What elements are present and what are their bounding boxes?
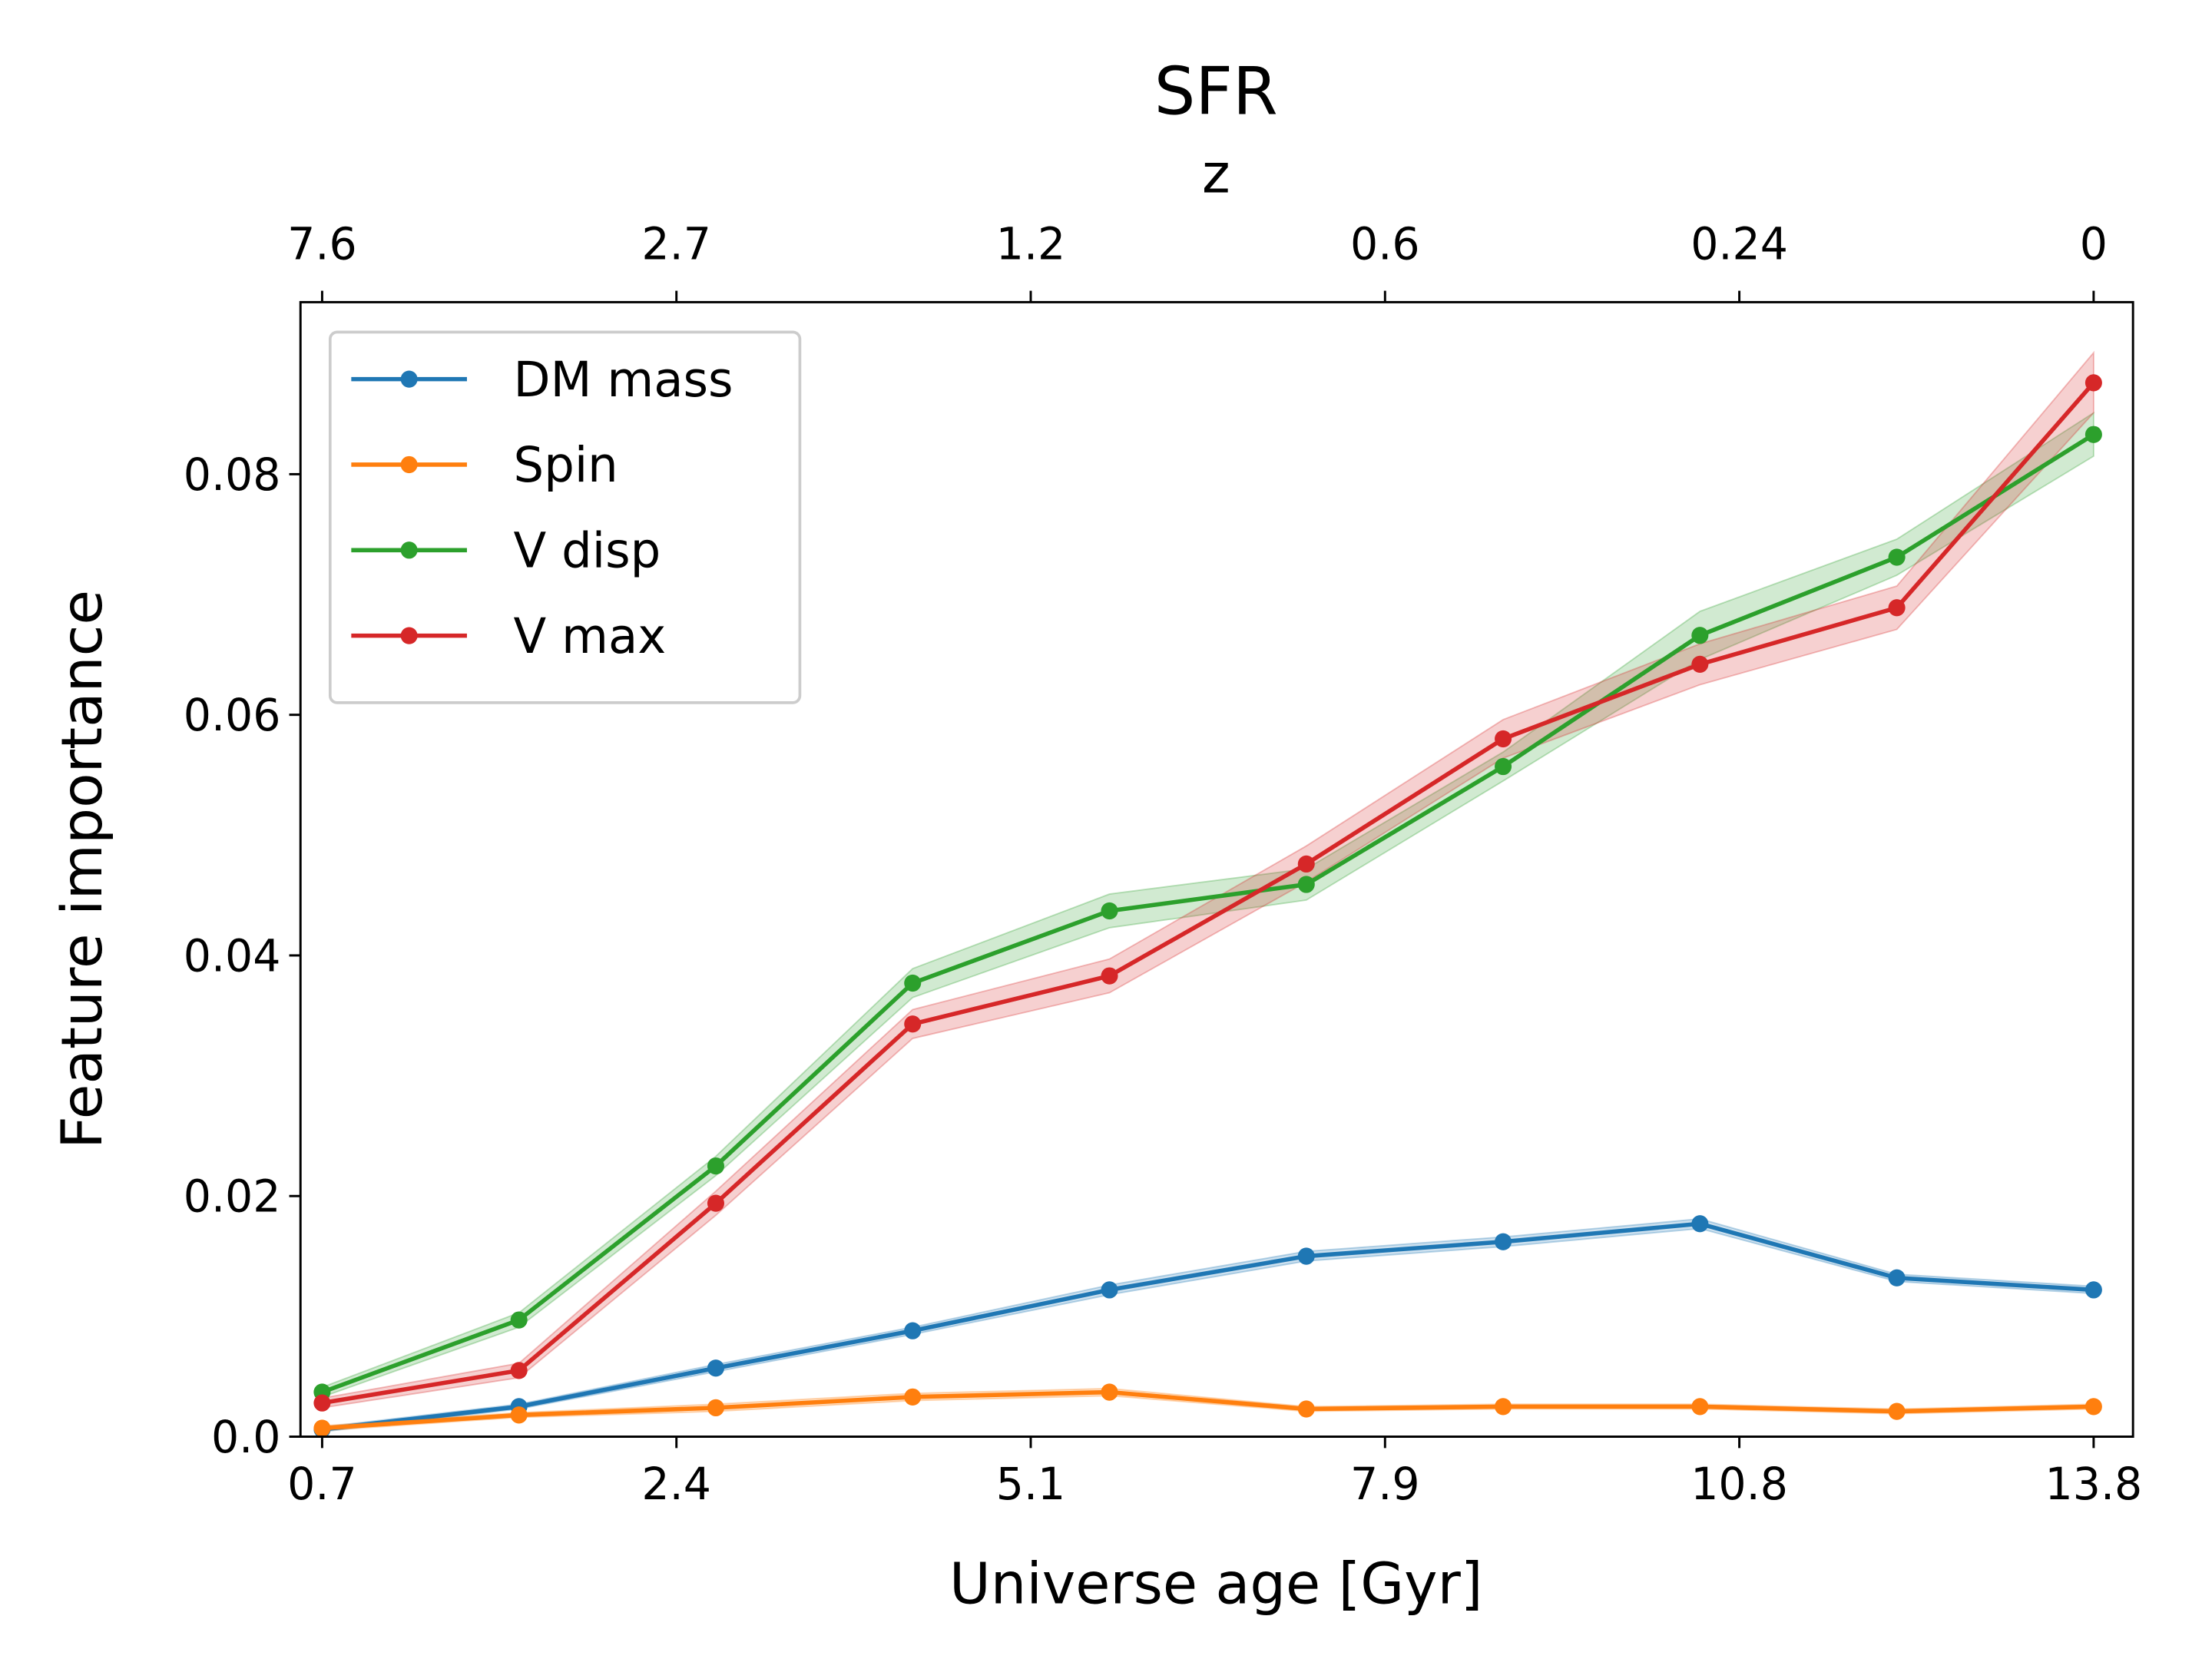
data-point [1495, 1233, 1512, 1250]
legend-marker [400, 541, 418, 559]
y-tick-label: 0.0 [211, 1412, 281, 1463]
y-tick-label: 0.08 [184, 450, 281, 501]
y-tick-label: 0.06 [184, 690, 281, 741]
x2-axis-label: z [1202, 142, 1230, 205]
y-tick-label: 0.04 [184, 931, 281, 982]
data-point [904, 1015, 922, 1033]
x-tick-label: 2.4 [641, 1459, 711, 1510]
legend-label: V disp [514, 522, 661, 578]
data-point [1888, 1269, 1906, 1286]
data-point [1101, 967, 1118, 985]
plot-frame [299, 300, 2134, 1438]
x-axis-label: Universe age [Gyr] [949, 1551, 1482, 1617]
x-tick-label: 13.8 [2045, 1459, 2143, 1510]
data-point [1297, 1247, 1315, 1265]
data-point [707, 1194, 724, 1212]
chart-title: SFR [1154, 54, 1278, 131]
data-point [1297, 876, 1315, 893]
data-point [1691, 1398, 1709, 1416]
data-point [510, 1362, 528, 1379]
data-point [707, 1157, 724, 1175]
data-point [1888, 1402, 1906, 1420]
legend-marker [400, 627, 418, 644]
x-tick-label: 7.9 [1350, 1459, 1420, 1510]
x2-tick-label: 2.7 [641, 219, 711, 270]
series-line [321, 432, 2095, 1395]
error-band [321, 350, 2094, 1409]
data-point [1495, 730, 1512, 748]
y-axis-label: Feature importance [50, 590, 116, 1149]
data-point [1297, 1400, 1315, 1418]
data-point [510, 1406, 528, 1424]
legend-label: V max [514, 608, 667, 664]
x2-tick-label: 0.6 [1350, 219, 1420, 270]
data-point [1495, 757, 1512, 776]
data-point [313, 1419, 331, 1437]
x2-tick-label: 1.2 [996, 219, 1066, 270]
legend-marker [400, 455, 418, 474]
data-point [1495, 1398, 1512, 1416]
x-tick-label: 0.7 [287, 1459, 357, 1510]
data-point [1691, 1215, 1709, 1233]
x2-tick-label: 0.24 [1690, 219, 1788, 270]
data-point [904, 1322, 922, 1339]
data-point [1888, 548, 1906, 566]
x2-tick-label: 0 [2080, 219, 2108, 270]
x2-tick-label: 7.6 [287, 219, 357, 270]
legend-box [328, 330, 802, 704]
data-point [2085, 1398, 2102, 1416]
data-point [510, 1311, 528, 1329]
data-point [2085, 426, 2102, 443]
legend-label: DM mass [514, 352, 733, 408]
series-line [322, 1221, 2094, 1432]
data-point [1101, 1281, 1118, 1299]
data-point [1888, 599, 1906, 617]
series-line [322, 1389, 2094, 1431]
data-point [313, 1394, 331, 1412]
data-point [1101, 1383, 1118, 1401]
legend-label: Spin [514, 437, 618, 493]
data-point [2085, 1281, 2102, 1299]
data-point [904, 974, 922, 992]
data-point [707, 1399, 724, 1417]
data-point [1691, 627, 1709, 644]
y-tick-label: 0.02 [184, 1171, 281, 1222]
data-point [1297, 855, 1315, 873]
data-point [1101, 902, 1118, 920]
x-tick-label: 10.8 [1690, 1459, 1788, 1510]
data-point [707, 1359, 724, 1377]
series-line [321, 381, 2095, 1406]
x-tick-label: 5.1 [996, 1459, 1066, 1510]
legend-marker [400, 370, 418, 388]
data-point [904, 1388, 922, 1406]
data-point [1691, 655, 1709, 674]
data-point [2085, 374, 2102, 392]
error-band [321, 411, 2094, 1399]
